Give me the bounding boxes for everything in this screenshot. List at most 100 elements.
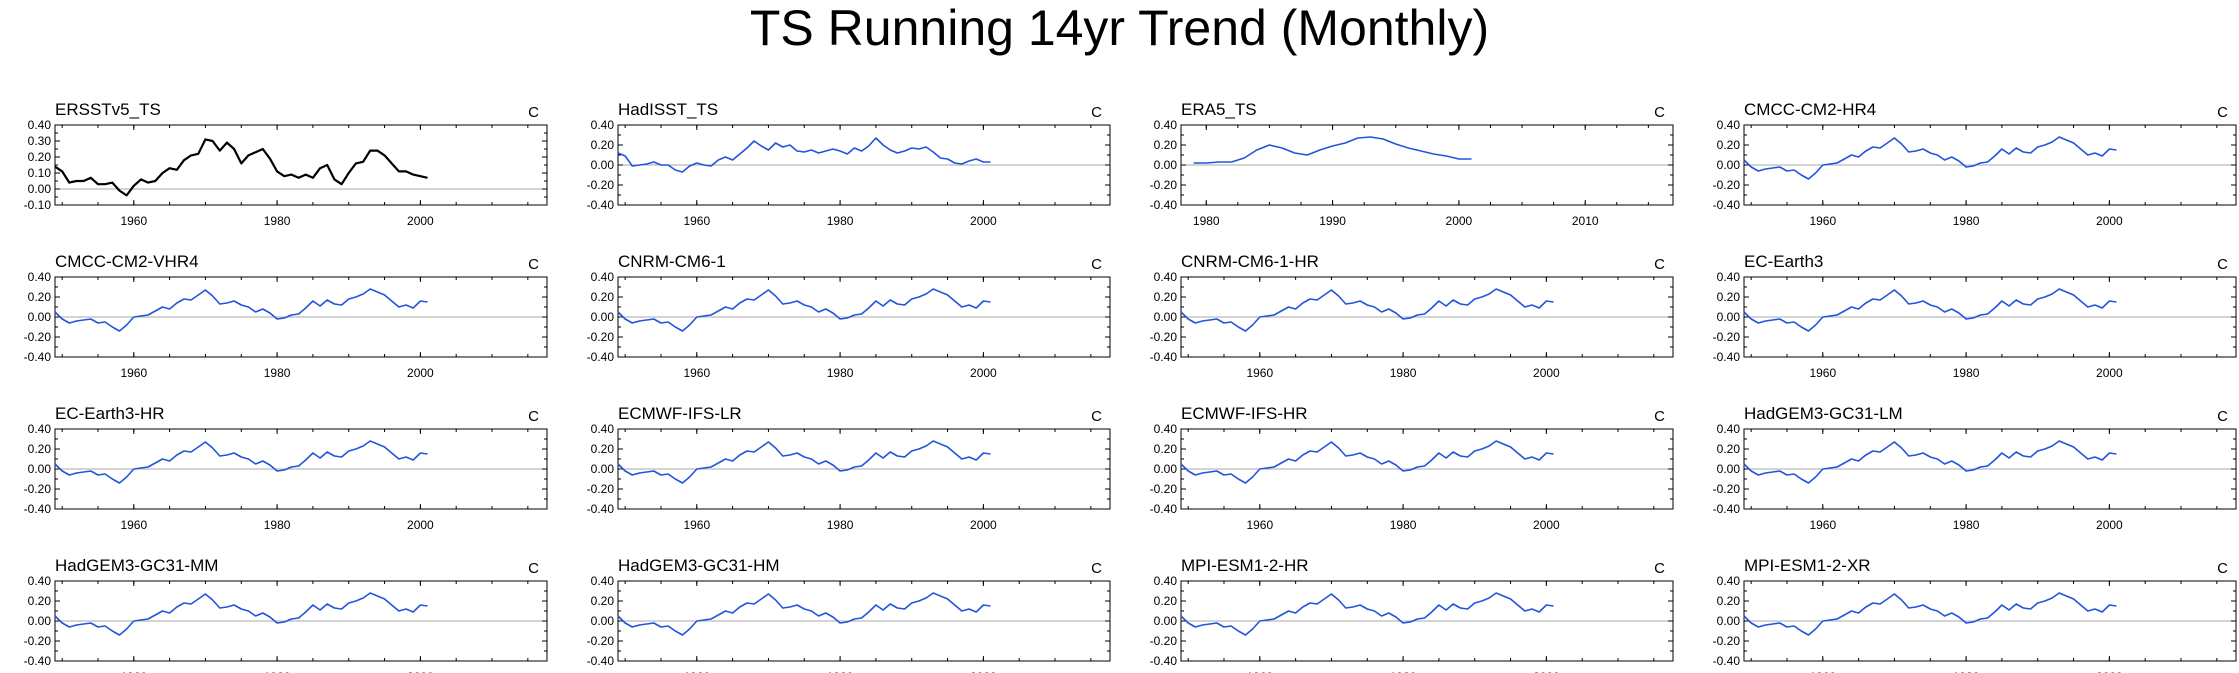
y-tick-label: 0.20: [1154, 442, 1178, 456]
y-tick-label: 0.00: [1717, 310, 1741, 324]
x-tick-label: 2000: [970, 214, 997, 228]
y-tick-label: -0.40: [1150, 654, 1178, 668]
y-tick-label: 0.00: [1717, 158, 1741, 172]
panel-units-label: C: [2217, 256, 2228, 273]
panel-units-label: C: [528, 256, 539, 273]
y-tick-label: -0.20: [1713, 178, 1741, 192]
chart-panel-7: CNRM-CM6-1-HR C 0.40 0.20 0.00 -0.20 -0.40 1960…: [1150, 252, 1674, 380]
y-tick-label: -0.20: [24, 482, 52, 496]
x-tick-label: 1960: [1246, 518, 1273, 532]
panel-units-label: C: [1091, 256, 1102, 273]
series-line: [54, 288, 428, 332]
panel-title: ERSSTv5_TS: [55, 100, 161, 119]
y-tick-label: 0.40: [28, 118, 52, 132]
y-tick-label: 0.40: [591, 270, 615, 284]
panel-units-label: C: [1654, 560, 1665, 577]
y-tick-label: 0.20: [1717, 290, 1741, 304]
y-tick-label: 0.40: [591, 574, 615, 588]
y-tick-label: 0.40: [1717, 118, 1741, 132]
x-tick-label: 2000: [1446, 214, 1473, 228]
panel-title: ECMWF-IFS-HR: [1181, 404, 1308, 423]
panel-title: MPI-ESM1-2-HR: [1181, 556, 1309, 575]
x-tick-label: 2000: [1533, 366, 1560, 380]
panel-title: EC-Earth3: [1744, 252, 1823, 271]
y-tick-label: 0.40: [28, 422, 52, 436]
panel-units-label: C: [1654, 408, 1665, 425]
series-line: [617, 592, 991, 636]
y-tick-label: 0.40: [1154, 118, 1178, 132]
x-tick-label: 2000: [1533, 518, 1560, 532]
y-tick-label: 0.40: [591, 118, 615, 132]
panel-units-label: C: [1654, 256, 1665, 273]
panel-units-label: C: [1091, 408, 1102, 425]
x-tick-label: 2000: [407, 214, 434, 228]
panel-units-label: C: [1091, 560, 1102, 577]
y-tick-label: -0.40: [1713, 654, 1741, 668]
series-line: [1180, 592, 1554, 636]
y-tick-label: 0.20: [591, 442, 615, 456]
panel-title: HadGEM3-GC31-HM: [618, 556, 780, 575]
y-tick-label: -0.10: [24, 198, 52, 212]
y-tick-label: 0.20: [1154, 594, 1178, 608]
x-tick-label: 2000: [407, 670, 434, 673]
panel-units-label: C: [528, 408, 539, 425]
chart-panel-9: EC-Earth3-HR C 0.40 0.20 0.00 -0.20 -0.40 1960 1…: [24, 404, 548, 532]
y-tick-label: -0.40: [24, 654, 52, 668]
panel-title: MPI-ESM1-2-XR: [1744, 556, 1871, 575]
series-line: [1743, 440, 2117, 484]
x-tick-label: 1980: [827, 518, 854, 532]
panel-units-label: C: [528, 560, 539, 577]
y-tick-label: 0.20: [1154, 138, 1178, 152]
y-tick-label: -0.20: [1150, 482, 1178, 496]
x-tick-label: 2000: [2096, 518, 2123, 532]
y-tick-label: 0.20: [591, 290, 615, 304]
chart-panel-10: ECMWF-IFS-LR C 0.40 0.20 0.00 -0.20 -0.40 1960 1…: [587, 404, 1111, 532]
chart-panel-3: ERA5_TS C 0.40 0.20 0.00 -0.20 -0.40 1980 1990 20…: [1150, 100, 1674, 228]
series-line: [1193, 136, 1472, 164]
chart-panel-6: CNRM-CM6-1 C 0.40 0.20 0.00 -0.20 -0.40 1960 198…: [587, 252, 1111, 380]
y-tick-label: -0.40: [1713, 198, 1741, 212]
x-tick-label: 1980: [264, 518, 291, 532]
y-tick-label: 0.00: [1154, 158, 1178, 172]
x-tick-label: 1980: [1390, 670, 1417, 673]
y-tick-label: 0.40: [28, 574, 52, 588]
figure-title: TS Running 14yr Trend (Monthly): [749, 0, 1490, 56]
y-tick-label: 0.40: [28, 270, 52, 284]
x-tick-label: 1960: [1809, 214, 1836, 228]
series-line: [54, 592, 428, 636]
panel-title: HadGEM3-GC31-MM: [55, 556, 218, 575]
y-tick-label: 0.00: [28, 462, 52, 476]
y-tick-label: -0.40: [1713, 502, 1741, 516]
y-tick-label: 0.40: [1717, 574, 1741, 588]
x-tick-label: 1980: [264, 366, 291, 380]
y-tick-label: 0.00: [1717, 614, 1741, 628]
panel-title: HadGEM3-GC31-LM: [1744, 404, 1903, 423]
y-tick-label: -0.20: [1150, 330, 1178, 344]
panel-units-label: C: [2217, 104, 2228, 121]
panel-units-label: C: [528, 104, 539, 121]
y-tick-label: -0.40: [1150, 198, 1178, 212]
x-tick-label: 1980: [1953, 214, 1980, 228]
y-tick-label: 0.20: [28, 290, 52, 304]
panel-title: CMCC-CM2-VHR4: [55, 252, 199, 271]
x-tick-label: 1980: [827, 670, 854, 673]
series-line: [617, 137, 991, 173]
series-line: [1743, 288, 2117, 332]
y-tick-label: 0.00: [591, 158, 615, 172]
x-tick-label: 1980: [1390, 518, 1417, 532]
series-line: [617, 288, 991, 332]
y-tick-label: -0.40: [1150, 350, 1178, 364]
y-tick-label: 0.40: [1154, 422, 1178, 436]
series-line: [1743, 136, 2117, 180]
x-tick-label: 2000: [1533, 670, 1560, 673]
chart-panel-4: CMCC-CM2-HR4 C 0.40 0.20 0.00 -0.20 -0.40 1960 1…: [1713, 100, 2237, 228]
chart-panel-5: CMCC-CM2-VHR4 C 0.40 0.20 0.00 -0.20 -0.40 1960…: [24, 252, 548, 380]
panel-title: ECMWF-IFS-LR: [618, 404, 742, 423]
x-tick-label: 2010: [1572, 214, 1599, 228]
y-tick-label: 0.00: [591, 462, 615, 476]
panel-units-label: C: [2217, 408, 2228, 425]
y-tick-label: -0.20: [587, 634, 615, 648]
x-tick-label: 2000: [970, 670, 997, 673]
y-tick-label: 0.20: [28, 442, 52, 456]
x-tick-label: 1960: [1246, 366, 1273, 380]
